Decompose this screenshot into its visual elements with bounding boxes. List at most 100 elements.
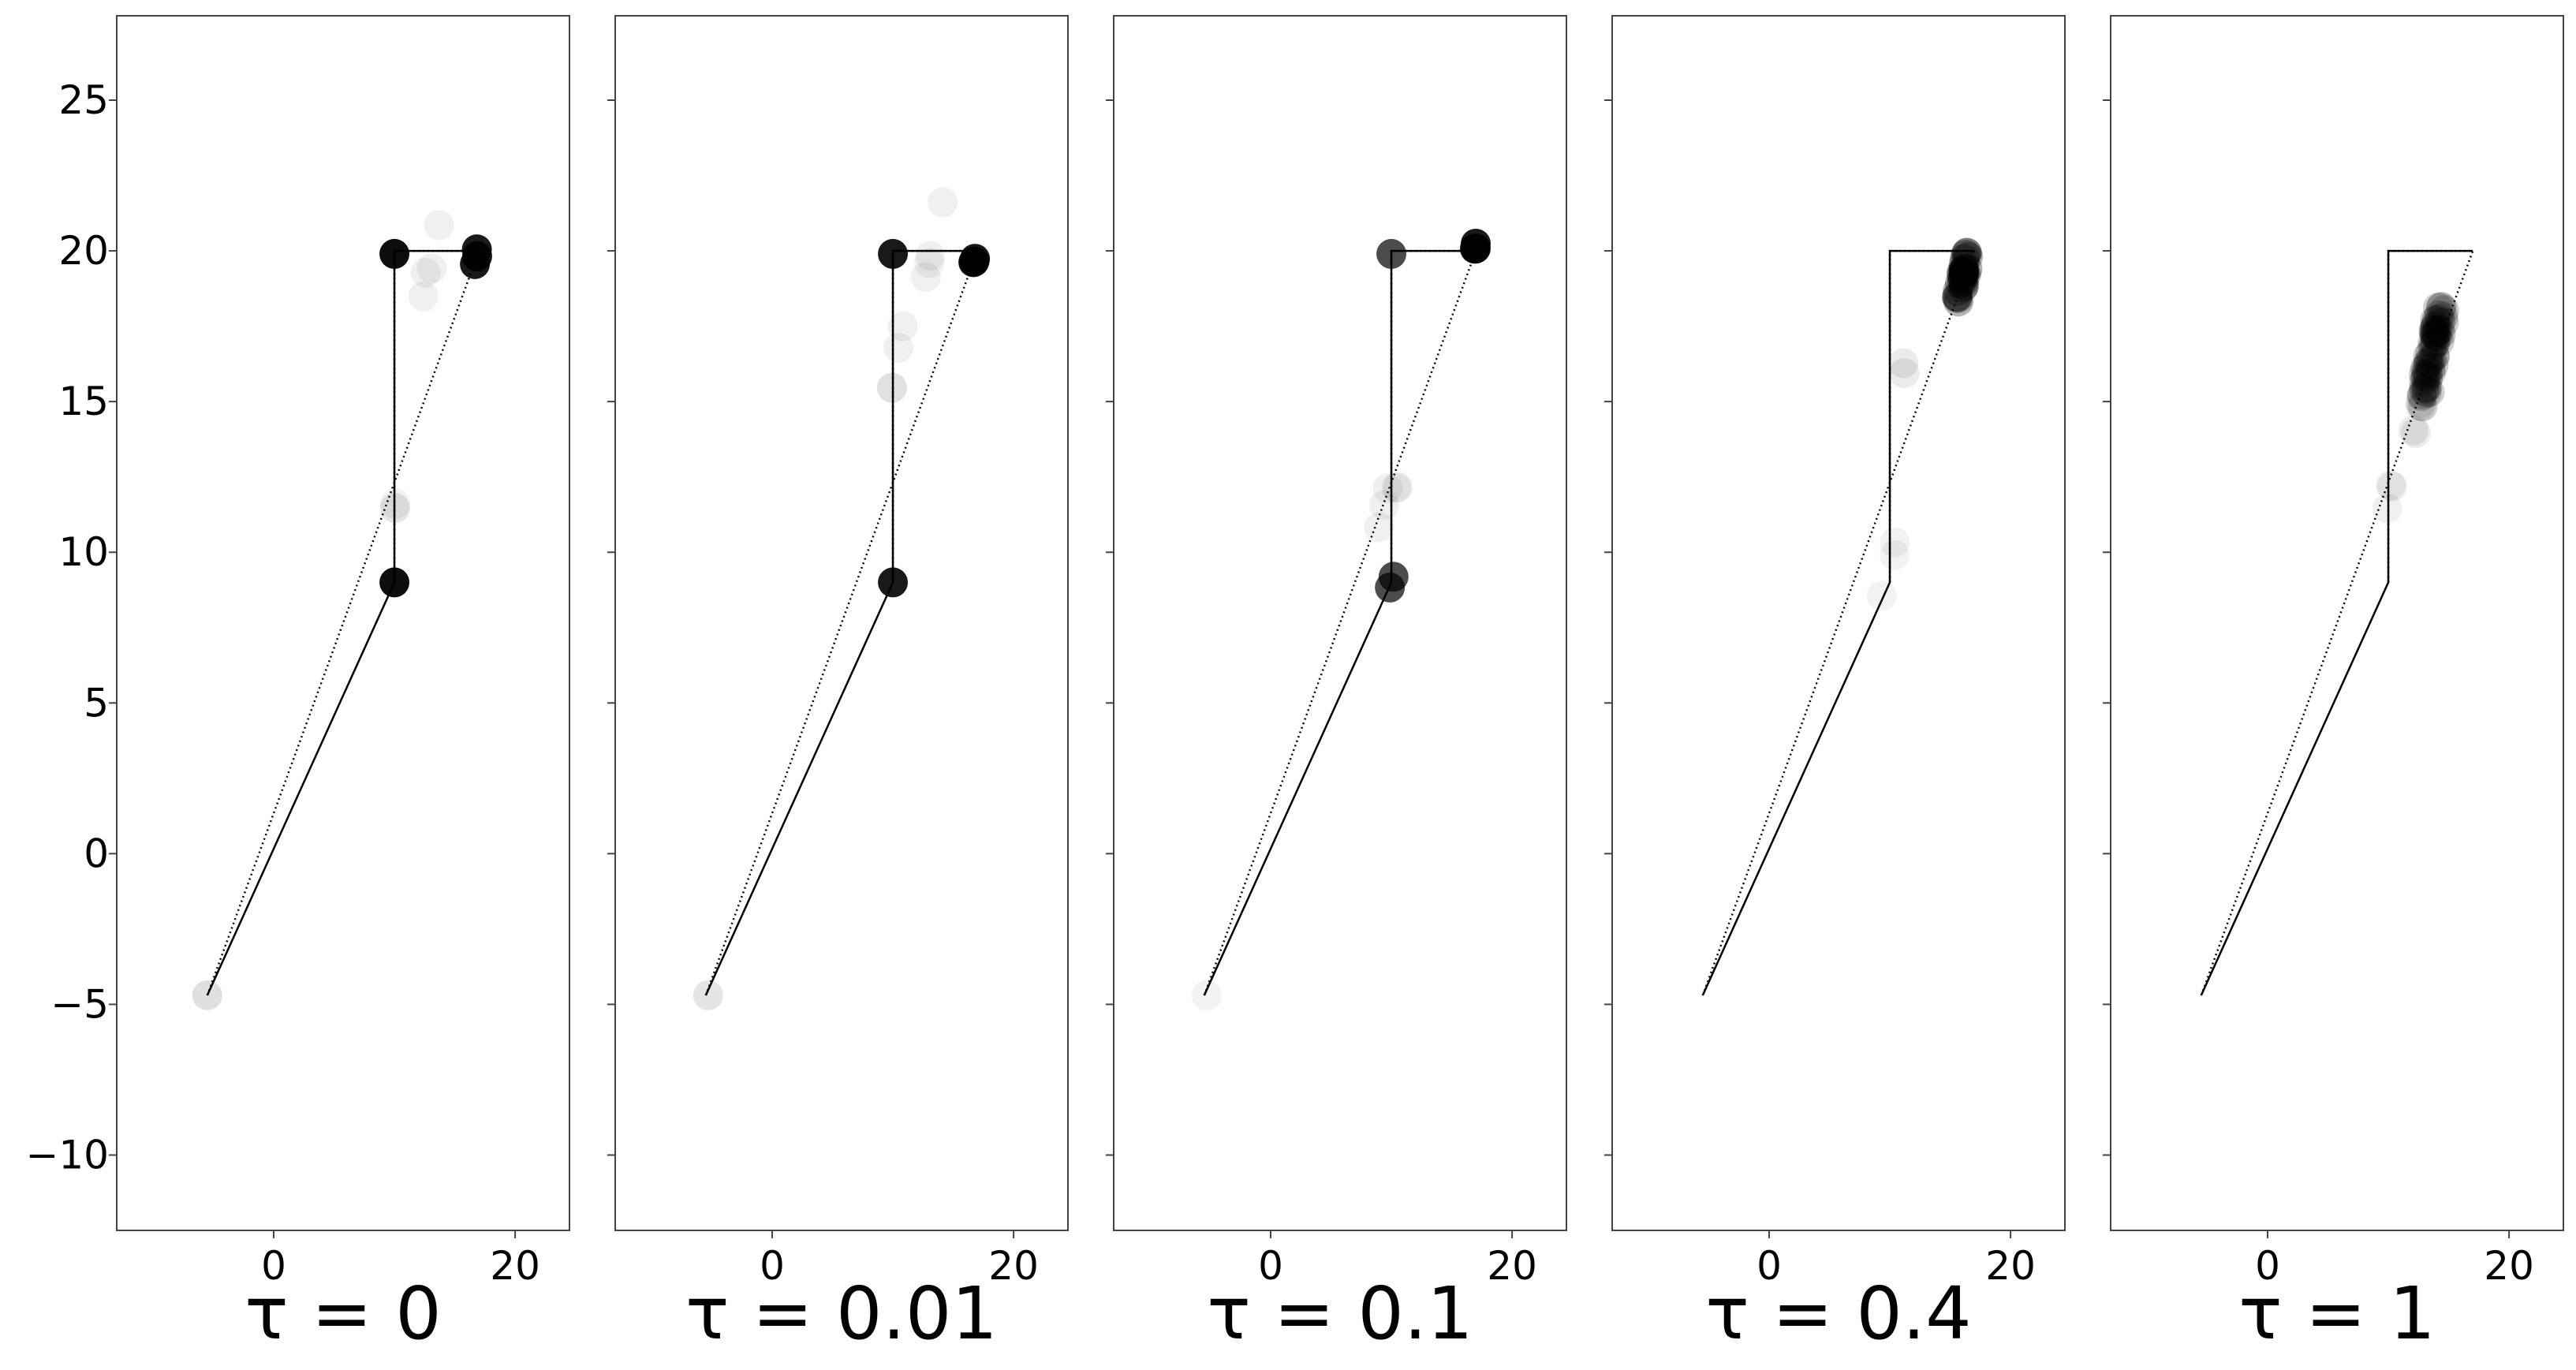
data-point [2413,341,2443,371]
data-point [1942,282,1973,312]
data-point [2422,315,2453,345]
panel-title: τ = 0.1 [1207,1271,1473,1356]
data-point [1368,490,1399,521]
data-point [1889,358,1920,389]
x-tick-label: 0 [1757,1243,1782,1289]
data-point [2425,307,2456,338]
data-point [1943,282,1973,313]
data-point [1947,257,1977,288]
data-point [2424,326,2455,356]
data-point [1866,580,1897,611]
data-point [1948,267,1979,297]
data-point [2409,375,2440,406]
data-point [1952,253,1983,284]
data-point [424,210,454,241]
data-point [1948,256,1979,286]
x-tick-label: 20 [2484,1243,2534,1289]
data-point [2406,379,2437,410]
data-point [380,488,411,519]
data-point [1951,237,1982,268]
data-point [192,980,222,1010]
y-tick-label: −5 [50,981,109,1027]
data-point [379,493,410,524]
data-point [1943,275,1973,306]
data-point [2425,315,2455,345]
y-tick-label: −10 [25,1132,109,1178]
solid-path [1203,249,1477,996]
data-point [2415,338,2446,368]
panel-1: 0 20 τ = 0 [109,15,570,1356]
data-point [2421,304,2452,335]
solid-path [2200,249,2473,996]
data-point [1946,259,1977,290]
data-point [915,241,946,271]
panels: 0 20τ = 00 20τ = 0.010 20τ = 0.10 20τ = 0.40… [109,15,2564,1356]
y-tick-label: 20 [58,228,109,274]
data-point [2410,373,2441,404]
x-tick-label: 0 [1258,1243,1283,1289]
data-point [1949,257,1980,288]
data-point [2420,328,2451,359]
panel-3: 0 20 τ = 0.1 [1106,15,1567,1356]
data-point [1378,562,1409,592]
y-tick-label: 0 [84,831,109,876]
data-point [2418,319,2449,349]
data-point [1949,270,1980,301]
panel-frame [2110,15,2564,1231]
data-point [2372,493,2402,524]
data-point [2410,360,2441,391]
x-tick-label: 0 [760,1243,785,1289]
data-point [1381,472,1412,503]
y-tick-label: 5 [84,680,109,726]
data-point [2418,315,2449,346]
data-point [1949,259,1980,289]
solid-path [1701,249,1975,996]
data-point [1947,266,1977,297]
data-point [2413,347,2443,378]
dotted-path [206,249,480,996]
data-point [2410,353,2440,384]
y-tick-label: 25 [58,77,109,123]
data-point [2406,387,2436,418]
data-point [958,247,989,278]
data-point [2411,378,2442,409]
data-point [1460,233,1491,264]
data-point [1949,244,1980,274]
data-point [2409,373,2440,404]
x-tick-label: 20 [1487,1243,1537,1289]
data-point [410,257,441,288]
data-point [2419,319,2450,350]
data-point [2421,322,2451,353]
data-point [2413,348,2443,379]
data-point [1949,257,1980,288]
data-point [2412,371,2443,402]
data-point [1948,254,1979,285]
data-point [2420,304,2451,335]
data-point [2376,471,2407,502]
data-point [2409,366,2440,397]
data-point [1951,237,1982,268]
data-point [877,372,908,403]
data-point [2420,327,2451,358]
data-point [2429,307,2459,338]
data-point [2426,291,2457,322]
data-point [2418,330,2449,361]
x-tick-label: 0 [2255,1243,2280,1289]
panel-frame [614,15,1069,1231]
data-point [2426,292,2457,323]
panel-title: τ = 1 [2238,1271,2436,1356]
data-point [2419,313,2450,344]
data-point [887,311,918,342]
data-point [928,187,958,218]
dotted-path [1203,249,1477,996]
solid-path [704,249,978,996]
data-point [1948,272,1979,303]
data-point [1376,238,1407,269]
data-point [2417,328,2448,359]
data-point [914,248,945,278]
panel-title: τ = 0.01 [685,1271,998,1356]
data-point [883,332,914,363]
data-point [2398,415,2429,446]
data-point [2416,357,2447,388]
x-tick-label: 0 [261,1243,286,1289]
